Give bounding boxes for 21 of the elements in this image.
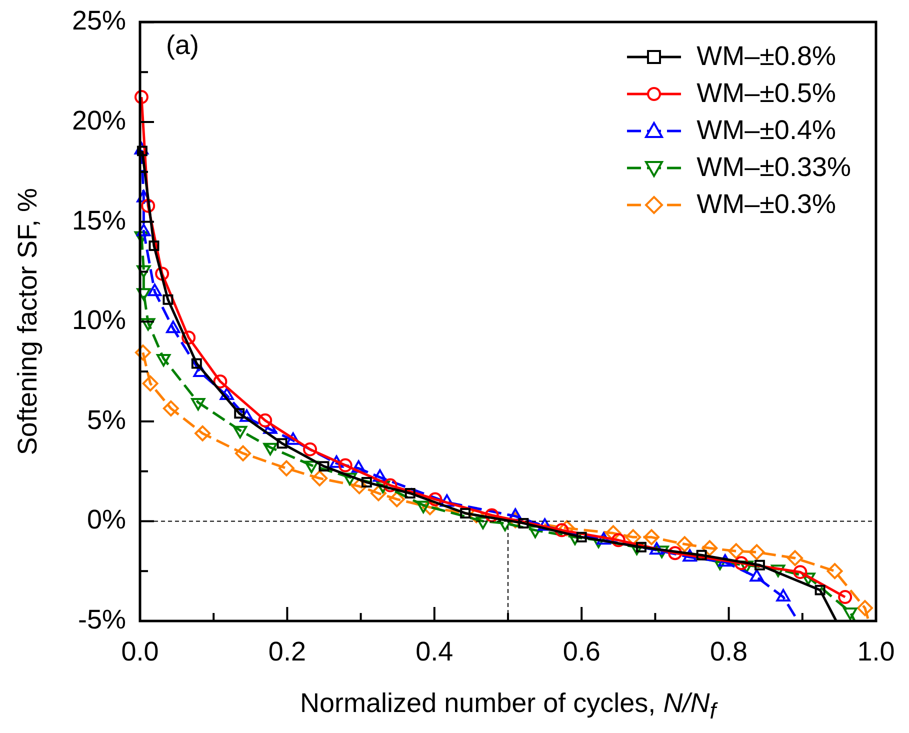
y-tick-label: 0% xyxy=(86,504,126,535)
y-tick-label: 5% xyxy=(86,404,126,435)
legend-label: WM–±0.4% xyxy=(696,115,836,146)
legend-label: WM–±0.5% xyxy=(696,78,836,109)
y-tick-label: 25% xyxy=(72,6,126,36)
x-tick-label: 0.6 xyxy=(562,636,600,667)
annotation: (a) xyxy=(166,30,199,61)
y-axis-title: Softening factor SF, % xyxy=(12,186,44,458)
x-tick-label: 0.0 xyxy=(121,636,159,667)
y-tick-label: 15% xyxy=(72,205,126,236)
legend-label: WM–±0.33% xyxy=(696,152,851,183)
x-tick-label: 0.8 xyxy=(710,636,748,667)
x-tick-label: 1.0 xyxy=(857,636,895,667)
y-tick-label: 10% xyxy=(72,305,126,336)
y-tick-label: -5% xyxy=(78,604,126,634)
legend-label: WM–±0.3% xyxy=(696,189,836,220)
x-tick-label: 0.4 xyxy=(416,636,454,667)
legend-label: WM–±0.8% xyxy=(696,41,836,72)
x-axis-title: Normalized number of cycles, N/N$_{f}$ xyxy=(299,688,719,724)
y-tick-label: 20% xyxy=(72,105,126,136)
x-tick-label: 0.2 xyxy=(268,636,306,667)
